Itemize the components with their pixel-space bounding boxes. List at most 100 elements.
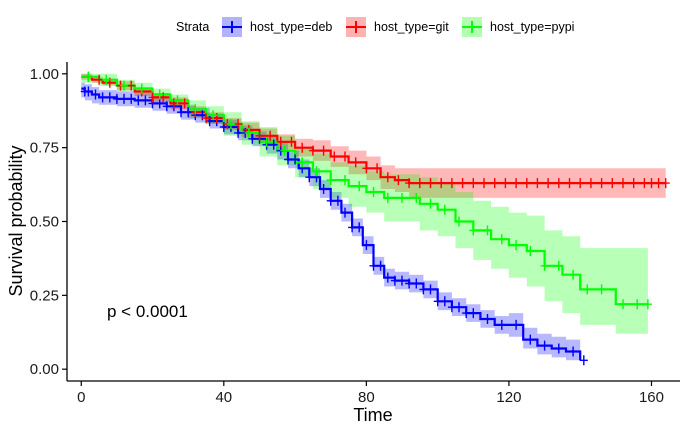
censor-mark-git — [234, 119, 243, 129]
censor-mark-git — [480, 178, 488, 189]
y-tick-label: 1.00 — [30, 66, 59, 83]
censor-mark-git — [533, 178, 542, 189]
censor-mark-git — [565, 178, 574, 189]
x-tick-label: 80 — [358, 389, 375, 406]
censor-mark-pypi — [262, 136, 271, 147]
censor-mark-deb — [305, 172, 314, 183]
x-tick-label: 160 — [639, 389, 664, 406]
censor-mark-pypi — [633, 299, 642, 310]
censor-mark-deb — [526, 334, 535, 345]
censor-mark-git — [437, 178, 446, 189]
censor-marks — [80, 71, 670, 366]
censor-mark-pypi — [280, 145, 289, 156]
censor-mark-git — [394, 175, 403, 186]
censor-mark-deb — [412, 278, 421, 289]
censor-mark-pypi — [120, 80, 128, 91]
legend-title: Strata — [176, 20, 209, 34]
censor-mark-pypi — [312, 166, 321, 177]
y-ticks: 0.00 0.25 0.50 0.75 1.00 — [30, 66, 67, 378]
censor-mark-git — [287, 136, 296, 147]
censor-mark-git — [654, 178, 663, 189]
censor-mark-pypi — [526, 246, 535, 256]
censor-mark-git — [640, 178, 649, 189]
censor-mark-git — [426, 178, 435, 189]
censor-mark-pypi — [298, 157, 307, 168]
p-value-annotation: p < 0.0001 — [107, 302, 188, 321]
censor-mark-git — [554, 178, 563, 189]
confidence-band-pypi — [81, 73, 648, 334]
censor-mark-deb — [540, 340, 549, 351]
censor-mark-deb — [355, 222, 364, 233]
censor-mark-deb — [376, 260, 385, 271]
censor-mark-deb — [98, 92, 107, 103]
censor-mark-pypi — [619, 299, 627, 310]
censor-mark-git — [383, 172, 392, 183]
censor-mark-deb — [141, 95, 150, 106]
censor-mark-deb — [433, 296, 442, 307]
censor-mark-pypi — [412, 192, 421, 203]
censor-mark-git — [180, 98, 189, 109]
censor-mark-git — [95, 74, 104, 85]
censor-mark-git — [501, 178, 510, 189]
censor-mark-pypi — [554, 260, 563, 271]
censor-mark-deb — [483, 314, 492, 324]
censor-mark-deb — [177, 107, 185, 118]
legend: Strata host_type=deb host_type=git host_… — [176, 17, 574, 37]
censor-mark-deb — [579, 355, 588, 366]
censor-mark-deb — [269, 139, 278, 150]
censor-mark-deb — [155, 98, 164, 109]
censor-mark-git — [148, 92, 157, 103]
x-tick-label: 40 — [215, 389, 232, 406]
censor-mark-deb — [127, 93, 136, 104]
legend-item-deb: host_type=deb — [222, 17, 332, 37]
censor-mark-pypi — [583, 284, 592, 295]
legend-item-git: host_type=git — [346, 17, 449, 37]
censor-mark-deb — [162, 101, 171, 112]
censor-mark-git — [490, 178, 499, 189]
censor-mark-git — [544, 178, 553, 189]
censor-mark-deb — [319, 184, 328, 194]
censor-mark-git — [608, 178, 617, 189]
censor-mark-deb — [284, 154, 292, 165]
censor-mark-git — [255, 130, 264, 141]
censor-mark-deb — [333, 195, 342, 206]
censor-mark-deb — [398, 275, 406, 286]
censor-mark-pypi — [369, 187, 378, 197]
censor-mark-pypi — [326, 175, 335, 186]
censor-mark-git — [661, 178, 670, 189]
censor-mark-git — [319, 145, 328, 156]
y-tick-label: 0.00 — [30, 361, 59, 378]
censor-mark-deb — [248, 133, 257, 144]
censor-mark-deb — [554, 343, 563, 354]
legend-label-git: host_type=git — [374, 20, 449, 34]
censor-mark-deb — [120, 93, 128, 104]
censor-mark-deb — [362, 240, 371, 251]
censor-mark-deb — [383, 272, 392, 283]
censor-mark-pypi — [398, 192, 406, 203]
censor-mark-pypi — [355, 181, 364, 192]
censor-mark-deb — [112, 93, 121, 104]
y-tick-label: 0.75 — [30, 140, 59, 157]
censor-mark-deb — [341, 207, 349, 218]
censor-mark-pypi — [540, 260, 549, 271]
censor-mark-git — [469, 178, 478, 189]
censor-mark-pypi — [426, 198, 435, 209]
censor-mark-git — [266, 130, 275, 141]
censor-mark-pypi — [643, 299, 652, 310]
censor-mark-deb — [497, 319, 506, 330]
censor-mark-git — [202, 113, 210, 124]
censor-mark-git — [597, 178, 606, 189]
censor-mark-deb — [462, 308, 471, 319]
censor-mark-deb — [469, 308, 478, 319]
censor-mark-git — [373, 163, 382, 174]
confidence-band-git — [81, 73, 666, 201]
censor-mark-git — [308, 145, 317, 156]
censor-mark-git — [351, 157, 360, 168]
confidence-bands — [81, 73, 666, 370]
censor-mark-git — [298, 142, 307, 153]
censor-mark-git — [512, 178, 521, 189]
censor-mark-deb — [426, 284, 435, 295]
y-tick-label: 0.25 — [30, 287, 59, 304]
censor-mark-deb — [569, 346, 578, 357]
censor-mark-git — [447, 178, 456, 189]
